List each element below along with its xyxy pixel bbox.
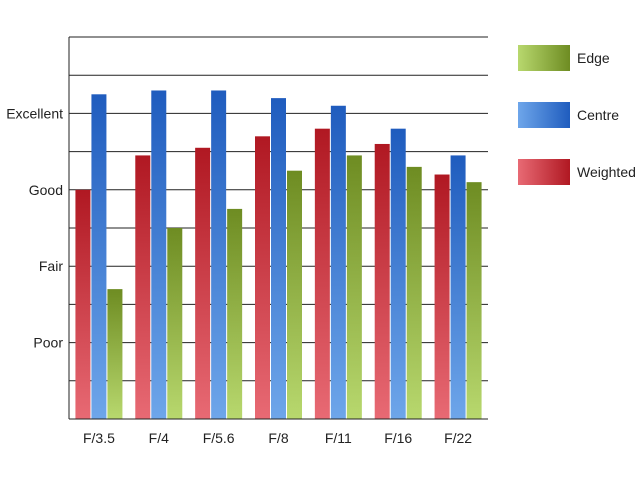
legend: Edge Centre Weighted xyxy=(518,45,636,185)
bar-weighted-f16 xyxy=(374,143,390,419)
x-tick-labels: F/3.5 F/4 F/5.6 F/8 F/11 F/16 F/22 xyxy=(83,430,472,446)
legend-swatch-centre xyxy=(518,102,570,128)
bar-edge-f11 xyxy=(346,155,362,420)
y-tick-label: Excellent xyxy=(6,105,63,121)
bar-weighted-f4 xyxy=(135,155,151,420)
x-tick-label: F/4 xyxy=(149,430,169,446)
bar-centre-f11 xyxy=(330,105,346,419)
bar-weighted-f11 xyxy=(314,128,330,419)
bar-weighted-f22 xyxy=(434,174,450,419)
x-tick-label: F/3.5 xyxy=(83,430,115,446)
y-tick-label: Fair xyxy=(39,258,63,274)
bar-edge-f8 xyxy=(287,170,302,419)
legend-label-weighted: Weighted xyxy=(577,164,636,180)
bar-weighted-f8 xyxy=(255,136,270,419)
bar-edge-f16 xyxy=(406,166,422,419)
bar-centre-f35 xyxy=(91,94,107,420)
legend-label-centre: Centre xyxy=(577,107,619,123)
bar-edge-f22 xyxy=(466,182,482,419)
x-tick-label: F/16 xyxy=(384,430,412,446)
legend-label-edge: Edge xyxy=(577,50,610,66)
y-tick-labels: Poor Fair Good Excellent xyxy=(6,105,63,350)
bar-centre-f8 xyxy=(271,98,286,420)
legend-swatch-edge xyxy=(518,45,570,71)
x-tick-label: F/11 xyxy=(325,430,352,446)
bars xyxy=(75,90,482,420)
y-tick-label: Poor xyxy=(33,335,63,351)
bar-centre-f16 xyxy=(390,128,406,419)
x-tick-label: F/22 xyxy=(444,430,472,446)
bar-weighted-f56 xyxy=(195,147,211,419)
y-tick-label: Good xyxy=(29,182,63,198)
bar-edge-f4 xyxy=(167,228,183,419)
bar-weighted-f35 xyxy=(75,189,91,419)
axes xyxy=(68,36,488,420)
legend-swatch-weighted xyxy=(518,159,570,185)
x-tick-label: F/5.6 xyxy=(203,430,235,446)
bar-centre-f22 xyxy=(450,155,466,420)
bar-edge-f35 xyxy=(107,289,123,419)
bar-centre-f56 xyxy=(211,90,227,419)
x-tick-label: F/8 xyxy=(268,430,288,446)
bar-edge-f56 xyxy=(227,208,243,419)
bar-centre-f4 xyxy=(151,90,167,419)
